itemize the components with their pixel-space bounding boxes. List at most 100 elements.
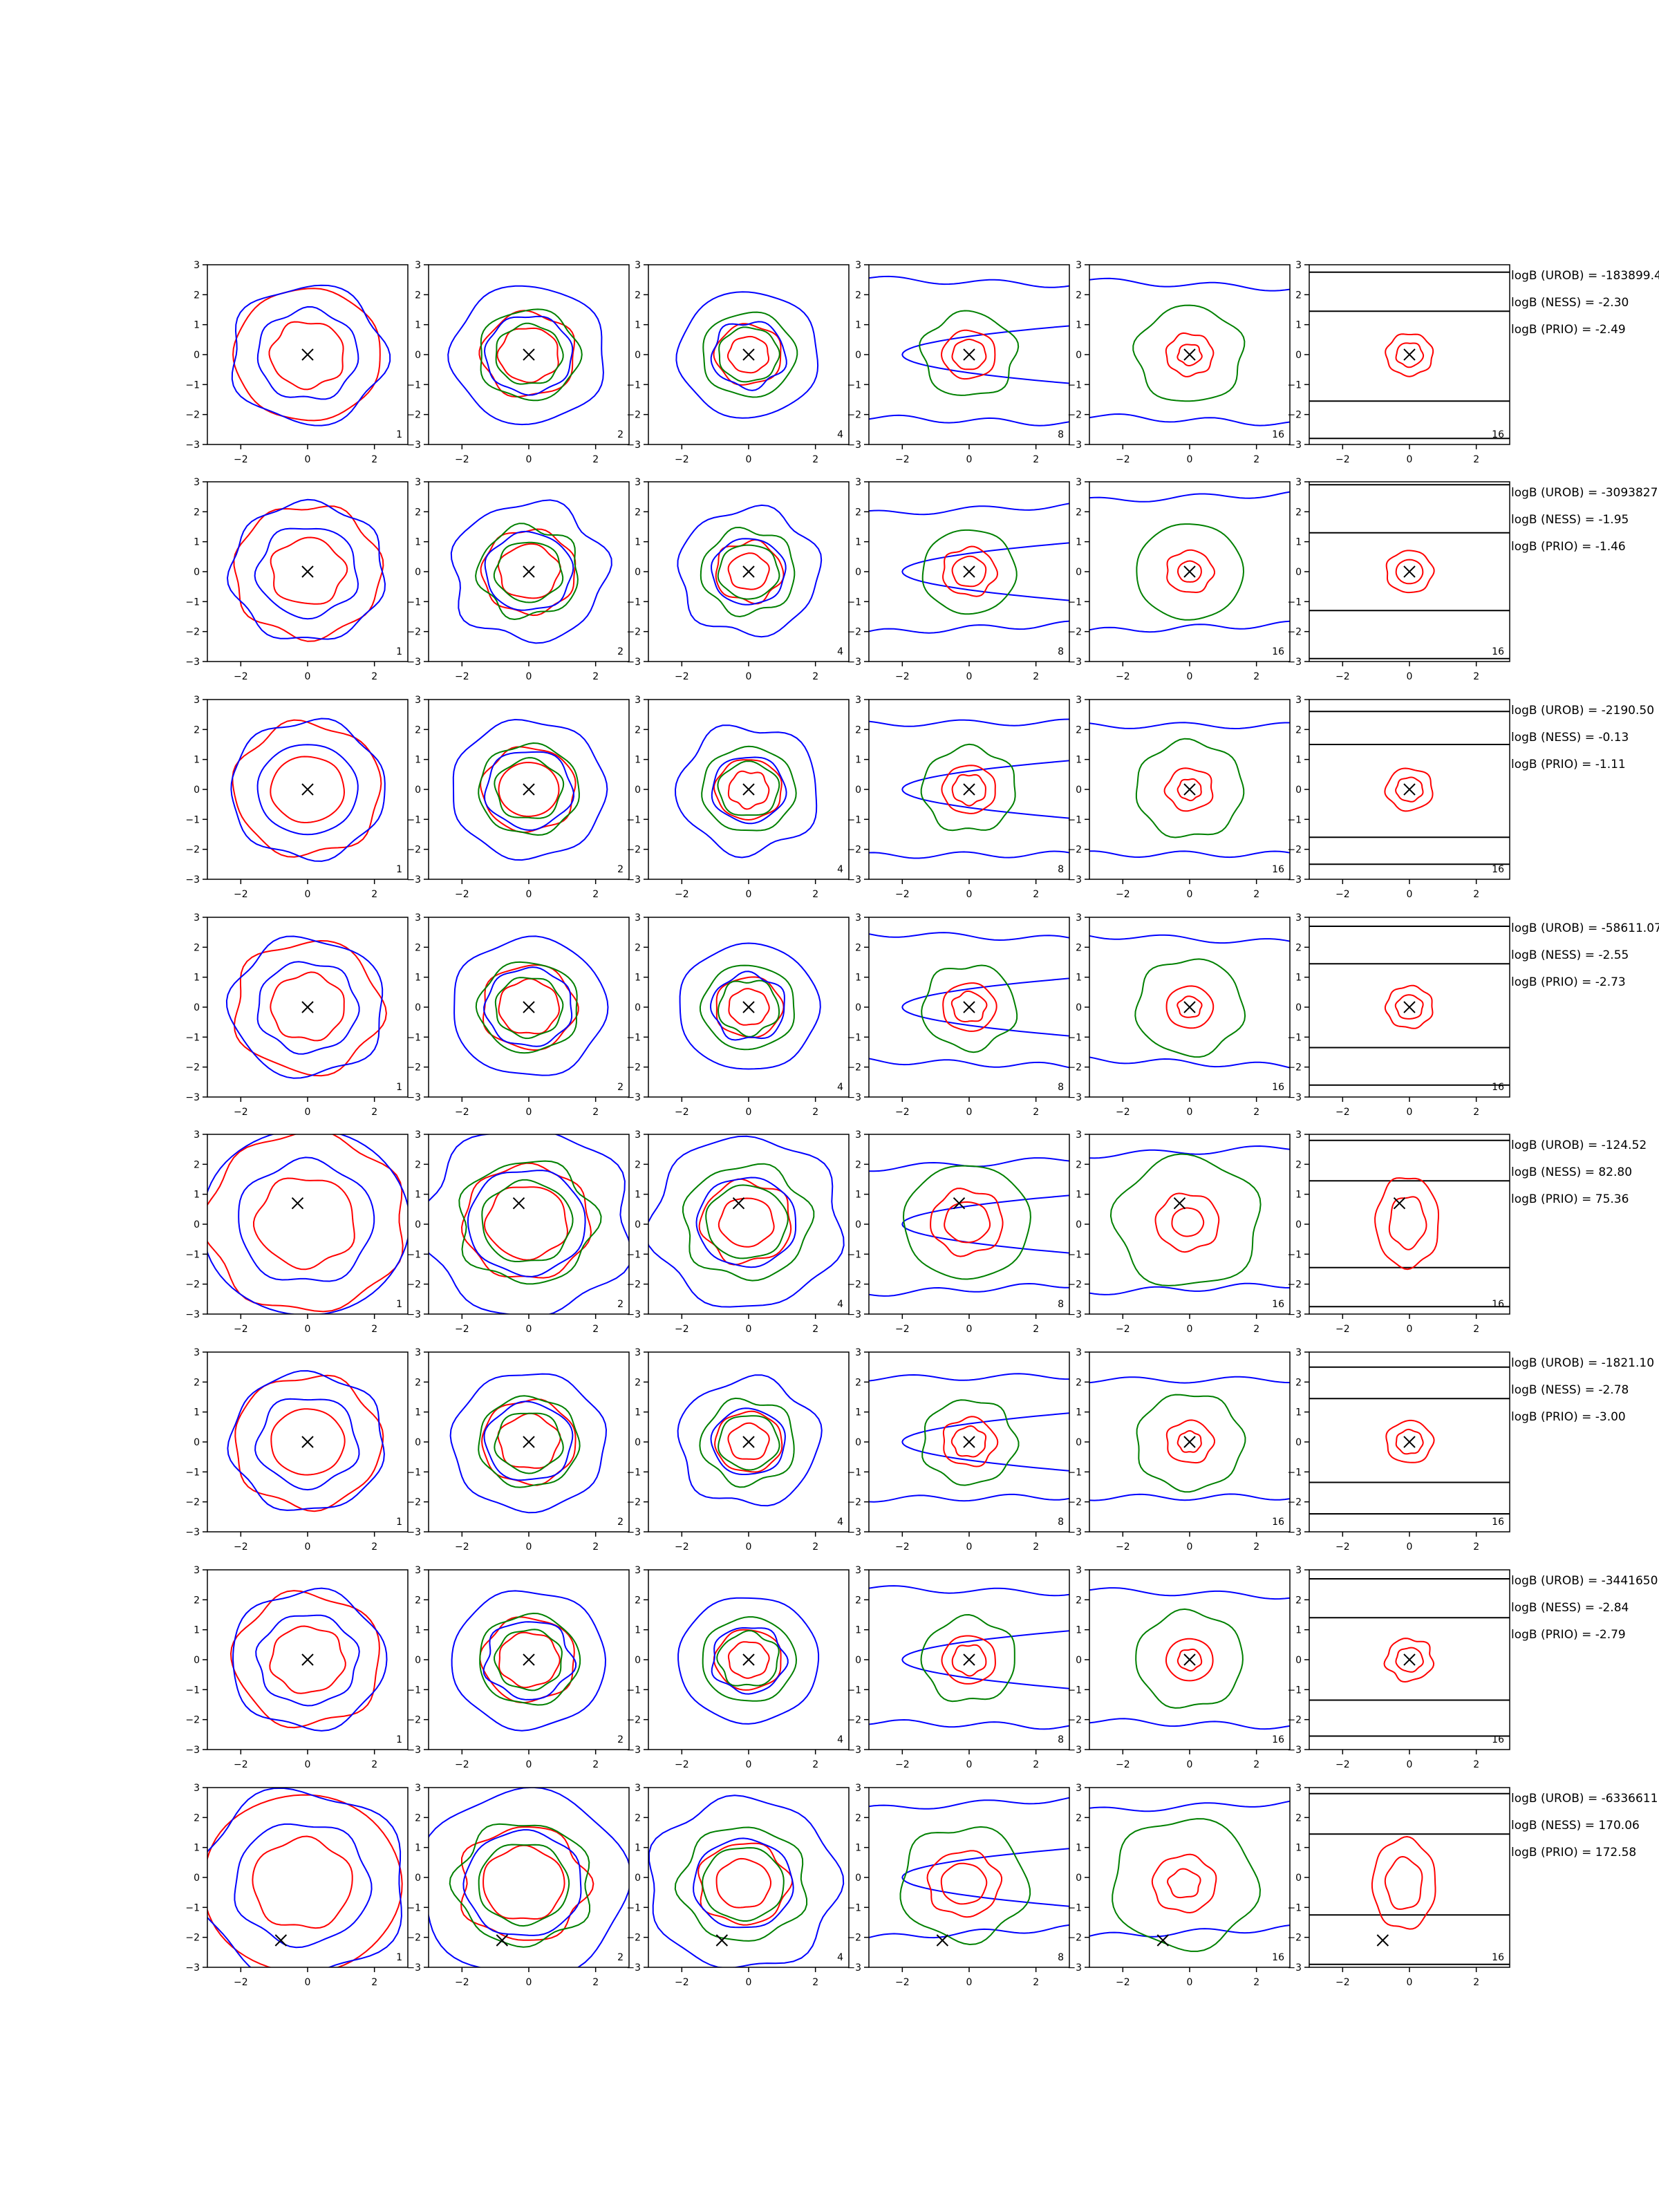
x-tick-label: 0 (305, 1977, 311, 1988)
x-tick-label: −2 (234, 1541, 248, 1553)
y-tick-label: −3 (1287, 874, 1302, 885)
y-tick-label: −3 (406, 874, 421, 885)
x-tick-label: −2 (895, 889, 910, 900)
y-tick-label: 1 (635, 755, 641, 766)
true-value-marker (1183, 1653, 1196, 1666)
panel-number-label: 4 (837, 1734, 843, 1745)
red-contour (728, 988, 770, 1026)
green-contour (717, 760, 780, 816)
green-contour (1109, 1153, 1262, 1286)
panel-number-label: 1 (396, 646, 402, 657)
x-tick-label: 2 (592, 1541, 599, 1553)
blue-contour (710, 321, 787, 391)
y-tick-label: −1 (185, 597, 200, 608)
blue-contour (869, 932, 1069, 941)
x-tick-label: 2 (592, 1977, 599, 1988)
red-contour (1385, 550, 1435, 594)
y-tick-label: 1 (194, 537, 200, 548)
green-contour (494, 757, 565, 819)
red-contour (715, 1857, 771, 1909)
x-tick-label: 0 (1187, 1107, 1193, 1118)
blue-contour (869, 1282, 1069, 1297)
green-contour (481, 1179, 574, 1262)
y-tick-label: 2 (1295, 1812, 1302, 1824)
x-tick-label: 2 (812, 1759, 818, 1770)
y-tick-label: −1 (1287, 379, 1302, 391)
panel-r5-c1: −2 0 2 3 2 1 0 −1 −2 −3 1 (185, 1130, 409, 1335)
green-contour (702, 1847, 785, 1922)
y-tick-label: −3 (626, 874, 641, 885)
blue-contour (234, 1823, 373, 1949)
logb-annotation: logB (UROB) = -124.52 (1511, 1138, 1647, 1152)
panel-contours (447, 285, 604, 426)
red-contour (926, 1850, 1003, 1918)
y-tick-label: 0 (855, 1873, 861, 1884)
panel-r6-c6: −2 0 2 3 2 1 0 −1 −2 −3 16 (1287, 1347, 1510, 1553)
y-tick-label: −2 (1287, 1497, 1302, 1508)
red-contour (727, 1422, 770, 1461)
blue-contour (901, 542, 1069, 601)
panel-contours (1309, 1792, 1510, 1965)
y-tick-label: 2 (1076, 1377, 1082, 1388)
green-contour (478, 1395, 581, 1488)
red-contour (944, 1201, 991, 1244)
red-contour (1177, 995, 1203, 1018)
red-contour (713, 1629, 782, 1691)
panel-frame (1089, 1134, 1291, 1315)
y-tick-label: 3 (415, 1130, 421, 1141)
y-tick-label: −3 (626, 1745, 641, 1756)
panel-number-label: 1 (396, 1082, 402, 1093)
x-tick-label: 0 (966, 1759, 973, 1770)
blue-contour (1089, 934, 1290, 944)
panel-contours (869, 503, 1069, 634)
green-contour (1132, 304, 1246, 402)
x-tick-label: 0 (1407, 1324, 1413, 1335)
green-contour (458, 1160, 602, 1285)
y-tick-label: −2 (185, 627, 200, 638)
y-tick-label: 2 (415, 1595, 421, 1606)
y-tick-label: 1 (1076, 537, 1082, 548)
y-tick-label: 3 (415, 695, 421, 706)
panel-number-label: 8 (1058, 1734, 1064, 1745)
panel-contours (677, 1597, 820, 1725)
x-tick-label: −2 (895, 1107, 910, 1118)
panel-frame (648, 1134, 850, 1315)
y-tick-label: −3 (185, 1962, 200, 1974)
y-tick-label: −3 (1067, 440, 1082, 451)
y-tick-label: 2 (855, 290, 861, 301)
green-contour (699, 1397, 795, 1488)
panel-number-label: 4 (837, 646, 843, 657)
blue-contour (1089, 1376, 1290, 1384)
logb-annotation: logB (NESS) = -2.55 (1511, 948, 1629, 962)
y-tick-label: 2 (855, 1377, 861, 1388)
green-contour (717, 544, 780, 600)
y-tick-label: −2 (626, 1933, 641, 1944)
x-tick-label: 2 (1033, 1759, 1039, 1770)
y-tick-label: −1 (847, 379, 861, 391)
y-tick-label: −3 (406, 1092, 421, 1103)
y-tick-label: 3 (1295, 1783, 1302, 1794)
y-tick-label: −2 (1287, 1933, 1302, 1944)
x-tick-label: −2 (1116, 1107, 1130, 1118)
y-tick-label: −3 (185, 440, 200, 451)
true-value-marker (301, 1001, 314, 1013)
blue-contour (695, 1177, 797, 1268)
y-tick-label: −2 (1067, 1280, 1082, 1291)
y-tick-label: 0 (1076, 1219, 1082, 1230)
y-tick-label: 1 (1295, 1407, 1302, 1418)
x-tick-label: 2 (812, 454, 818, 465)
logb-annotation: logB (NESS) = 82.80 (1511, 1165, 1632, 1179)
true-value-marker (512, 1197, 525, 1210)
x-tick-label: 0 (1187, 1541, 1193, 1553)
y-tick-label: 0 (194, 1655, 200, 1666)
panel-contours (1089, 1376, 1290, 1501)
x-tick-label: 0 (526, 671, 532, 682)
blue-contour (429, 1134, 629, 1314)
y-tick-label: 0 (1295, 350, 1302, 361)
y-tick-label: 0 (855, 567, 861, 578)
x-tick-label: 0 (526, 454, 532, 465)
blue-contour (255, 1614, 360, 1707)
red-contour (727, 1641, 770, 1679)
true-value-marker (963, 1001, 975, 1013)
panel-contours (1089, 1800, 1290, 1952)
